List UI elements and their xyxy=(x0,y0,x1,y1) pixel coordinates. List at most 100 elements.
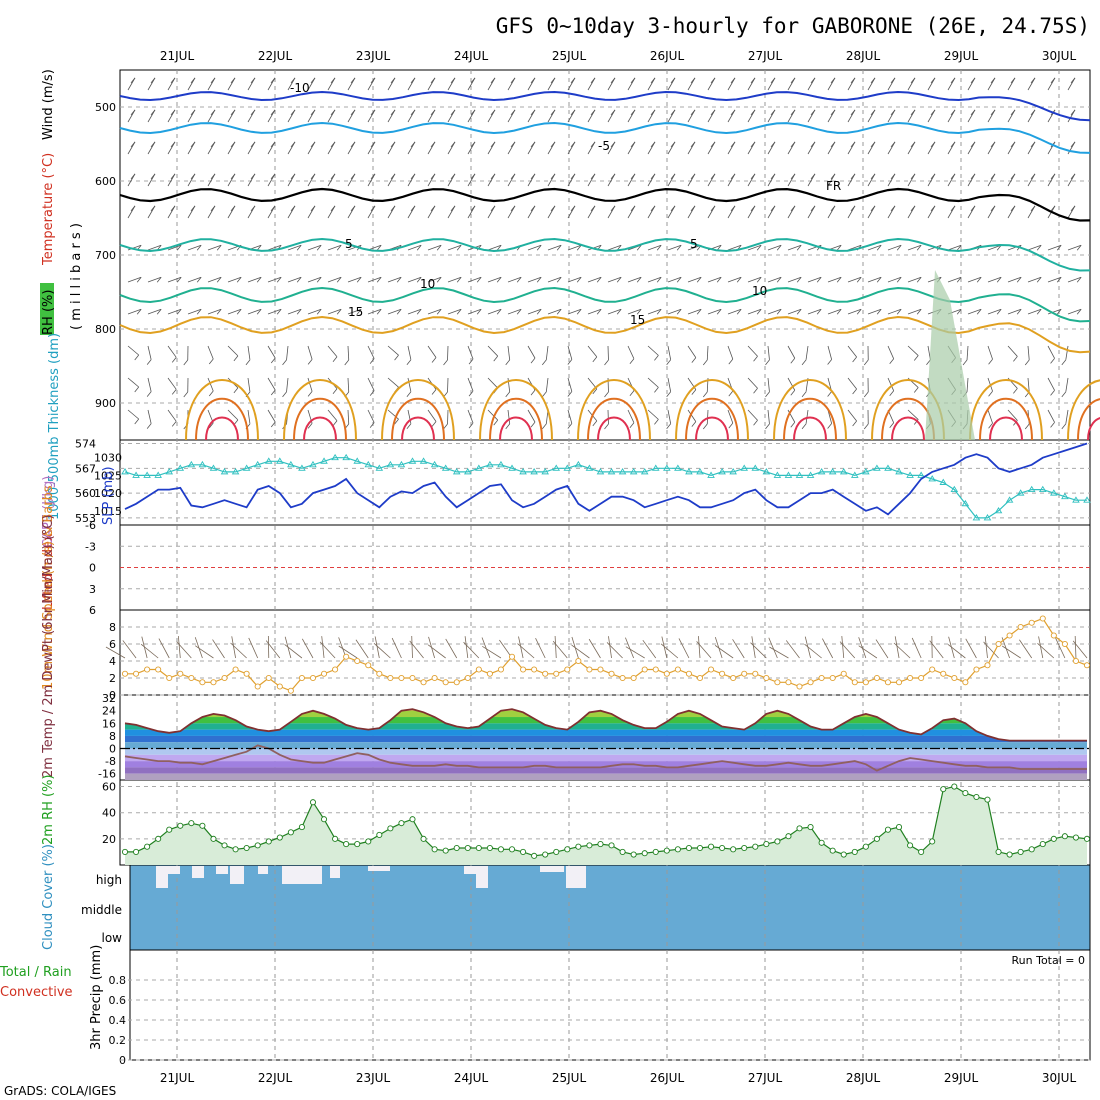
rh-point xyxy=(597,841,604,848)
wind-barb xyxy=(187,244,202,251)
wind-barb xyxy=(247,345,251,360)
wind-barb-flag xyxy=(282,391,287,398)
wind-barb xyxy=(407,276,422,283)
wind-barb-flag xyxy=(276,276,282,283)
wind-barb xyxy=(1027,308,1042,315)
footer-credit: GrADS: COLA/IGES xyxy=(4,1084,116,1098)
wind10-tick: 0 xyxy=(109,689,116,702)
contour-surface-warm xyxy=(1077,398,1100,441)
thickness-point xyxy=(983,514,992,521)
rh-tick: 60 xyxy=(102,781,116,794)
wind10-point xyxy=(398,674,405,682)
wind-barb-flag xyxy=(370,205,376,212)
wind-barb-flag xyxy=(590,205,596,212)
thickness-point xyxy=(740,464,749,471)
wind-barb-flag xyxy=(496,276,502,283)
rh-point xyxy=(144,843,151,850)
rh-point xyxy=(862,843,869,850)
wind-barb-flag xyxy=(210,205,216,212)
ylabel-precip-convective: Convective xyxy=(0,985,73,1000)
wind-barb xyxy=(267,409,276,423)
wind-barb xyxy=(507,308,522,315)
thickness-point xyxy=(994,506,1003,514)
wind10-barb xyxy=(518,636,524,659)
wind-barb-flag xyxy=(916,244,922,251)
temp-band xyxy=(125,723,1087,730)
wind-barb-flag xyxy=(910,109,916,116)
wind10-point xyxy=(829,674,836,682)
wind-barb-flag xyxy=(756,276,762,283)
wind-barb xyxy=(747,308,762,315)
rh-point xyxy=(1006,851,1013,858)
wind-barb-flag xyxy=(810,77,816,84)
wind-barb-flag xyxy=(436,244,442,251)
rh-point xyxy=(254,842,261,849)
wind-barb-flag xyxy=(296,276,302,283)
wind-barb-flag xyxy=(1070,205,1076,212)
wind10-point xyxy=(873,674,880,682)
wind-barb-flag xyxy=(416,244,422,251)
wind-barb xyxy=(1027,377,1030,392)
wind-barb-flag xyxy=(350,141,356,148)
rh-point xyxy=(829,847,836,854)
thickness-point xyxy=(452,468,461,475)
wind10-tick: 2 xyxy=(109,672,116,685)
wind-barb xyxy=(807,308,822,315)
wind-barb-flag xyxy=(1016,308,1022,315)
wind-barb-flag xyxy=(230,141,236,148)
wind-barb xyxy=(207,276,222,283)
wind-barb-flag xyxy=(650,205,656,212)
wind-barb-flag xyxy=(390,173,396,180)
wind-barb-flag xyxy=(827,391,832,397)
wind-barb-flag xyxy=(988,390,993,397)
wind-barb-flag xyxy=(889,422,895,429)
wind10-barb xyxy=(785,640,800,659)
wind-barb-flag xyxy=(770,173,776,180)
temp-band xyxy=(125,735,1087,743)
wind-barb-flag xyxy=(876,276,882,283)
wind-barb-flag xyxy=(990,173,996,180)
thickness-point xyxy=(508,464,516,471)
wind-barb xyxy=(1067,308,1082,315)
wind-barb xyxy=(706,345,709,361)
wind-barb-flag xyxy=(850,141,856,148)
wind-barb-flag xyxy=(1076,276,1082,283)
wind-barb-flag xyxy=(156,308,162,315)
wind-barb-flag xyxy=(1036,276,1042,283)
wind-barb xyxy=(966,345,969,360)
wind10-barb xyxy=(445,638,458,659)
wind-barb-flag xyxy=(146,359,152,365)
wind-barb-flag xyxy=(830,77,836,84)
wind10-point xyxy=(309,674,317,682)
date-label-bottom: 24JUL xyxy=(454,1071,489,1085)
wind-barb-flag xyxy=(863,423,869,430)
contour-surface-warm xyxy=(979,397,1033,441)
thickness-point xyxy=(519,468,527,475)
wind-barb-flag xyxy=(468,390,474,397)
wind-barb-flag xyxy=(710,173,716,180)
wind-barb-flag xyxy=(245,359,251,366)
rh-point xyxy=(1039,841,1046,848)
rh-point xyxy=(199,822,206,829)
wind10-point xyxy=(884,679,892,686)
wind-barb-flag xyxy=(730,173,736,180)
wind10-barb xyxy=(374,636,380,659)
wind10-point xyxy=(707,666,715,673)
contour-surface-warm xyxy=(587,397,641,441)
wind-barb xyxy=(667,409,672,424)
rh-point xyxy=(298,824,305,831)
wind-barb-flag xyxy=(666,391,671,397)
thickness-point xyxy=(231,468,240,475)
wind-barb xyxy=(187,276,202,283)
wind10-barb xyxy=(194,637,203,659)
wind-barb-flag xyxy=(332,388,338,394)
wind10-barb xyxy=(1037,642,1055,659)
wind-barb xyxy=(1027,345,1030,360)
temp-tick: 0 xyxy=(109,743,116,756)
wind-barb-flag xyxy=(676,276,682,283)
wind-barb-flag xyxy=(876,244,882,251)
wind-barb-flag xyxy=(790,77,796,84)
wind-barb-flag xyxy=(670,205,676,212)
wind-barb-flag xyxy=(468,358,474,365)
wind-barb-flag xyxy=(930,77,936,84)
